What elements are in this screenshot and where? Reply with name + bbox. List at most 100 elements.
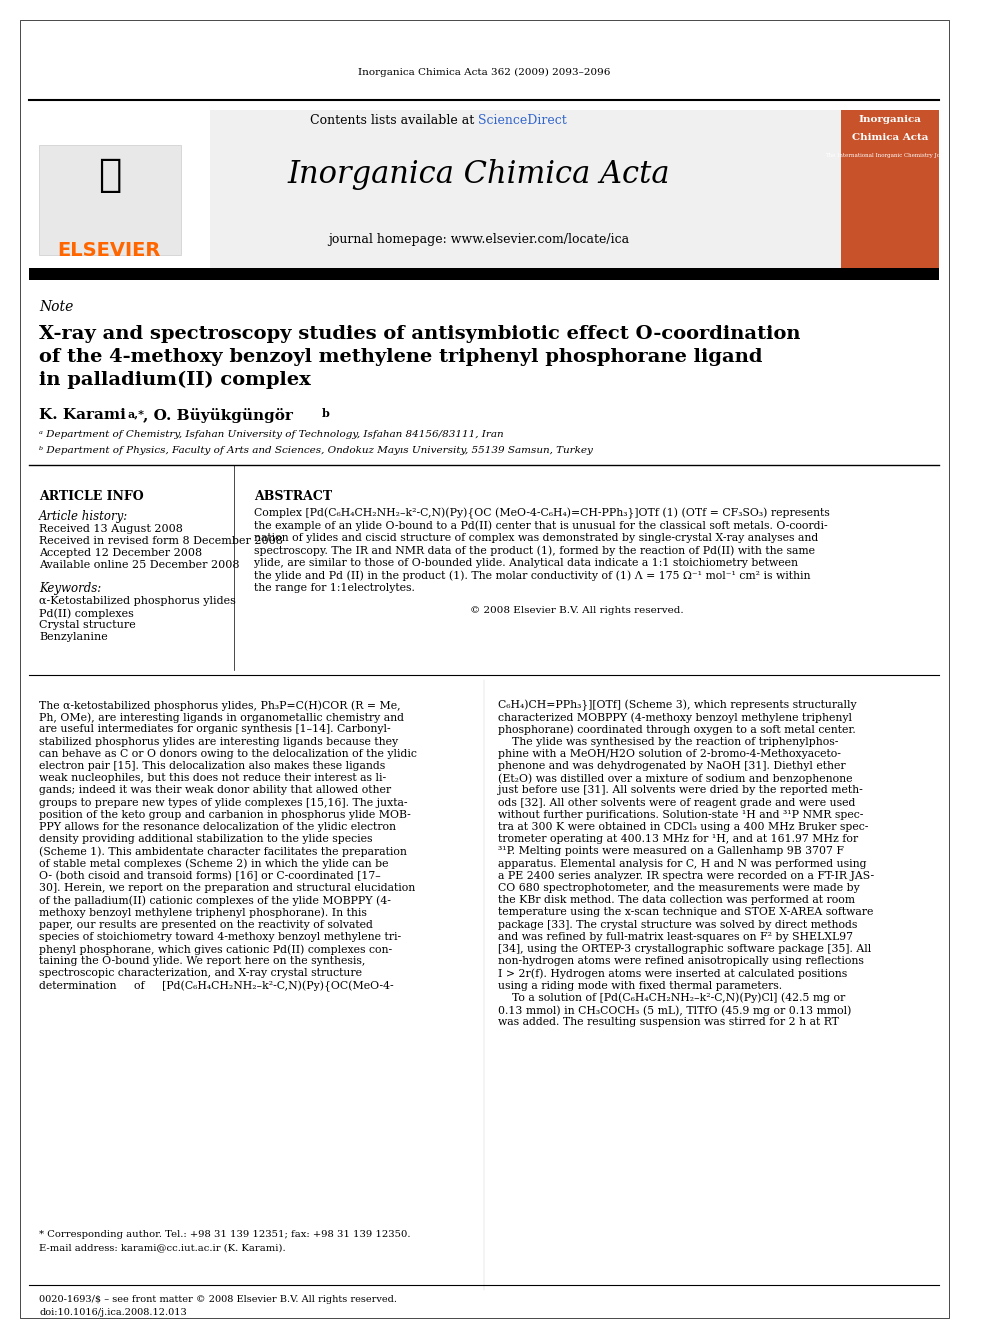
Text: package [33]. The crystal structure was solved by direct methods: package [33]. The crystal structure was … [498,919,857,930]
Text: Chimica Acta: Chimica Acta [852,132,929,142]
Bar [39,146,181,255]
Text: Ph, OMe), are interesting ligands in organometallic chemistry and: Ph, OMe), are interesting ligands in org… [39,712,404,722]
Text: spectroscopy. The IR and NMR data of the product (1), formed by the reaction of : spectroscopy. The IR and NMR data of the… [254,545,814,556]
Text: * Corresponding author. Tel.: +98 31 139 12351; fax: +98 31 139 12350.: * Corresponding author. Tel.: +98 31 139… [39,1230,411,1240]
Text: determination     of     [Pd(C₆H₄CH₂NH₂–k²-C,N)(Py){OC(MeO-4-: determination of [Pd(C₆H₄CH₂NH₂–k²-C,N)(… [39,980,394,992]
Text: O- (both cisoid and transoid forms) [16] or C-coordinated [17–: O- (both cisoid and transoid forms) [16]… [39,871,381,881]
Text: methoxy benzoyl methylene triphenyl phosphorane). In this: methoxy benzoyl methylene triphenyl phos… [39,908,367,918]
Text: Crystal structure: Crystal structure [39,620,136,630]
Text: of the 4-methoxy benzoyl methylene triphenyl phosphorane ligand: of the 4-methoxy benzoyl methylene triph… [39,348,763,366]
Text: Article history:: Article history: [39,509,128,523]
Text: To a solution of [Pd(C₆H₄CH₂NH₂–k²-C,N)(Py)Cl] (42.5 mg or: To a solution of [Pd(C₆H₄CH₂NH₂–k²-C,N)(… [498,992,845,1003]
Text: are useful intermediates for organic synthesis [1–14]. Carbonyl-: are useful intermediates for organic syn… [39,725,391,734]
Text: X-ray and spectroscopy studies of antisymbiotic effect O-coordination: X-ray and spectroscopy studies of antisy… [39,325,801,343]
Text: just before use [31]. All solvents were dried by the reported meth-: just before use [31]. All solvents were … [498,786,863,795]
Bar [30,110,210,270]
Text: Inorganica: Inorganica [859,115,922,124]
Text: gands; indeed it was their weak donor ability that allowed other: gands; indeed it was their weak donor ab… [39,786,391,795]
Text: Accepted 12 December 2008: Accepted 12 December 2008 [39,548,202,558]
Text: position of the keto group and carbanion in phosphorus ylide MOB-: position of the keto group and carbanion… [39,810,411,820]
Text: without further purifications. Solution-state ¹H and ³¹P NMR spec-: without further purifications. Solution-… [498,810,863,820]
Text: in palladium(II) complex: in palladium(II) complex [39,370,310,389]
Text: paper, our results are presented on the reactivity of solvated: paper, our results are presented on the … [39,919,373,930]
Text: taining the O-bound ylide. We report here on the synthesis,: taining the O-bound ylide. We report her… [39,957,365,966]
Text: the example of an ylide O-bound to a Pd(II) center that is unusual for the class: the example of an ylide O-bound to a Pd(… [254,520,827,531]
Text: non-hydrogen atoms were refined anisotropically using reflections: non-hydrogen atoms were refined anisotro… [498,957,864,966]
Text: Available online 25 December 2008: Available online 25 December 2008 [39,560,239,570]
Text: 0020-1693/$ – see front matter © 2008 Elsevier B.V. All rights reserved.: 0020-1693/$ – see front matter © 2008 El… [39,1295,397,1304]
Text: the ylide and Pd (II) in the product (1). The molar conductivity of (1) Λ = 175 : the ylide and Pd (II) in the product (1)… [254,570,810,581]
Text: Contents lists available at: Contents lists available at [310,114,478,127]
Text: and was refined by full-matrix least-squares on F² by SHELXL97: and was refined by full-matrix least-squ… [498,931,853,942]
Text: using a riding mode with fixed thermal parameters.: using a riding mode with fixed thermal p… [498,980,782,991]
Text: α-Ketostabilized phosphorus ylides: α-Ketostabilized phosphorus ylides [39,595,236,606]
Text: [34], using the ORTEP-3 crystallographic software package [35]. All: [34], using the ORTEP-3 crystallographic… [498,945,871,954]
Text: Received 13 August 2008: Received 13 August 2008 [39,524,183,534]
Text: b: b [322,407,330,419]
Text: Pd(II) complexes: Pd(II) complexes [39,609,134,619]
Text: ARTICLE INFO: ARTICLE INFO [39,490,144,503]
Text: 0.13 mmol) in CH₃COCH₃ (5 mL), TlTfO (45.9 mg or 0.13 mmol): 0.13 mmol) in CH₃COCH₃ (5 mL), TlTfO (45… [498,1005,851,1016]
Bar [30,269,939,280]
Text: I > 2r(f). Hydrogen atoms were inserted at calculated positions: I > 2r(f). Hydrogen atoms were inserted … [498,968,847,979]
Text: Complex [Pd(C₆H₄CH₂NH₂–k²-C,N)(Py){OC (MeO-4-C₆H₄)=CH-PPh₃}]OTf (1) (OTf = CF₃SO: Complex [Pd(C₆H₄CH₂NH₂–k²-C,N)(Py){OC (M… [254,508,829,520]
Text: The α-ketostabilized phosphorus ylides, Ph₃P=C(H)COR (R = Me,: The α-ketostabilized phosphorus ylides, … [39,700,401,710]
Text: of the palladium(II) cationic complexes of the ylide MOBPPY (4-: of the palladium(II) cationic complexes … [39,896,391,906]
Text: Inorganica Chimica Acta: Inorganica Chimica Acta [287,160,670,191]
Text: the KBr disk method. The data collection was performed at room: the KBr disk method. The data collection… [498,896,855,905]
Text: Note: Note [39,300,73,314]
Text: C₆H₄)CH=PPh₃}][OTf] (Scheme 3), which represents structurally: C₆H₄)CH=PPh₃}][OTf] (Scheme 3), which re… [498,700,856,712]
Text: spectroscopic characterization, and X-ray crystal structure: spectroscopic characterization, and X-ra… [39,968,362,979]
Text: ylide, are similar to those of O-bounded ylide. Analytical data indicate a 1:1 s: ylide, are similar to those of O-bounded… [254,558,798,568]
Text: electron pair [15]. This delocalization also makes these ligands: electron pair [15]. This delocalization … [39,761,385,771]
Text: © 2008 Elsevier B.V. All rights reserved.: © 2008 Elsevier B.V. All rights reserved… [469,606,683,615]
Bar [30,110,939,270]
Text: ScienceDirect: ScienceDirect [478,114,567,127]
Text: can behave as C or O donors owing to the delocalization of the ylidic: can behave as C or O donors owing to the… [39,749,417,759]
Bar [841,110,939,270]
Text: 30]. Herein, we report on the preparation and structural elucidation: 30]. Herein, we report on the preparatio… [39,882,416,893]
Text: nation of ylides and ciscid structure of complex was demonstrated by single-crys: nation of ylides and ciscid structure of… [254,533,818,542]
Text: phenone and was dehydrogenated by NaOH [31]. Diethyl ether: phenone and was dehydrogenated by NaOH [… [498,761,845,771]
Text: (Scheme 1). This ambidentate character facilitates the preparation: (Scheme 1). This ambidentate character f… [39,847,407,857]
Text: ABSTRACT: ABSTRACT [254,490,332,503]
Text: density providing additional stabilization to the ylide species: density providing additional stabilizati… [39,835,373,844]
Text: The ylide was synthesised by the reaction of triphenylphos-: The ylide was synthesised by the reactio… [498,737,838,746]
Text: a PE 2400 series analyzer. IR spectra were recorded on a FT-IR JAS-: a PE 2400 series analyzer. IR spectra we… [498,871,874,881]
Text: tra at 300 K were obtained in CDCl₃ using a 400 MHz Bruker spec-: tra at 300 K were obtained in CDCl₃ usin… [498,822,868,832]
Text: characterized MOBPPY (4-methoxy benzoyl methylene triphenyl: characterized MOBPPY (4-methoxy benzoyl … [498,712,852,722]
Text: Inorganica Chimica Acta 362 (2009) 2093–2096: Inorganica Chimica Acta 362 (2009) 2093–… [358,67,610,77]
Text: PPY allows for the resonance delocalization of the ylidic electron: PPY allows for the resonance delocalizat… [39,822,396,832]
Text: a,*: a,* [128,407,145,419]
Text: , O. Büyükgüngör: , O. Büyükgüngör [144,407,294,423]
Text: ELSEVIER: ELSEVIER [58,241,161,259]
Text: groups to prepare new types of ylide complexes [15,16]. The juxta-: groups to prepare new types of ylide com… [39,798,408,807]
Text: ³¹P. Melting points were measured on a Gallenhamp 9B 3707 F: ³¹P. Melting points were measured on a G… [498,847,844,856]
Text: doi:10.1016/j.ica.2008.12.013: doi:10.1016/j.ica.2008.12.013 [39,1308,186,1316]
Text: 🌳: 🌳 [97,156,121,194]
Text: K. Karami: K. Karami [39,407,126,422]
Text: phosphorane) coordinated through oxygen to a soft metal center.: phosphorane) coordinated through oxygen … [498,725,855,736]
Text: The International Inorganic Chemistry Journal: The International Inorganic Chemistry Jo… [825,152,955,157]
Text: phine with a MeOH/H2O solution of 2-bromo-4-Methoxyaceto-: phine with a MeOH/H2O solution of 2-brom… [498,749,840,759]
Text: Keywords:: Keywords: [39,582,101,595]
Text: ods [32]. All other solvents were of reagent grade and were used: ods [32]. All other solvents were of rea… [498,798,855,807]
Text: (Et₂O) was distilled over a mixture of sodium and benzophenone: (Et₂O) was distilled over a mixture of s… [498,773,852,783]
Text: ᵇ Department of Physics, Faculty of Arts and Sciences, Ondokuz Mayıs University,: ᵇ Department of Physics, Faculty of Arts… [39,446,593,455]
Text: ᵃ Department of Chemistry, Isfahan University of Technology, Isfahan 84156/83111: ᵃ Department of Chemistry, Isfahan Unive… [39,430,504,439]
Text: temperature using the x-scan technique and STOE X-AREA software: temperature using the x-scan technique a… [498,908,873,917]
Text: stabilized phosphorus ylides are interesting ligands because they: stabilized phosphorus ylides are interes… [39,737,398,746]
Text: Received in revised form 8 December 2008: Received in revised form 8 December 2008 [39,536,283,546]
Text: of stable metal complexes (Scheme 2) in which the ylide can be: of stable metal complexes (Scheme 2) in … [39,859,389,869]
Text: apparatus. Elemental analysis for C, H and N was performed using: apparatus. Elemental analysis for C, H a… [498,859,866,869]
Text: trometer operating at 400.13 MHz for ¹H, and at 161.97 MHz for: trometer operating at 400.13 MHz for ¹H,… [498,835,858,844]
Text: phenyl phosphorane, which gives cationic Pd(II) complexes con-: phenyl phosphorane, which gives cationic… [39,945,392,955]
Text: E-mail address: karami@cc.iut.ac.ir (K. Karami).: E-mail address: karami@cc.iut.ac.ir (K. … [39,1244,286,1252]
Text: CO 680 spectrophotometer, and the measurements were made by: CO 680 spectrophotometer, and the measur… [498,882,859,893]
Text: weak nucleophiles, but this does not reduce their interest as li-: weak nucleophiles, but this does not red… [39,773,386,783]
Text: was added. The resulting suspension was stirred for 2 h at RT: was added. The resulting suspension was … [498,1017,838,1027]
Text: Benzylanine: Benzylanine [39,632,108,642]
Text: journal homepage: www.elsevier.com/locate/ica: journal homepage: www.elsevier.com/locat… [327,233,629,246]
Text: species of stoichiometry toward 4-methoxy benzoyl methylene tri-: species of stoichiometry toward 4-methox… [39,931,401,942]
Text: the range for 1:1electrolytes.: the range for 1:1electrolytes. [254,583,415,593]
